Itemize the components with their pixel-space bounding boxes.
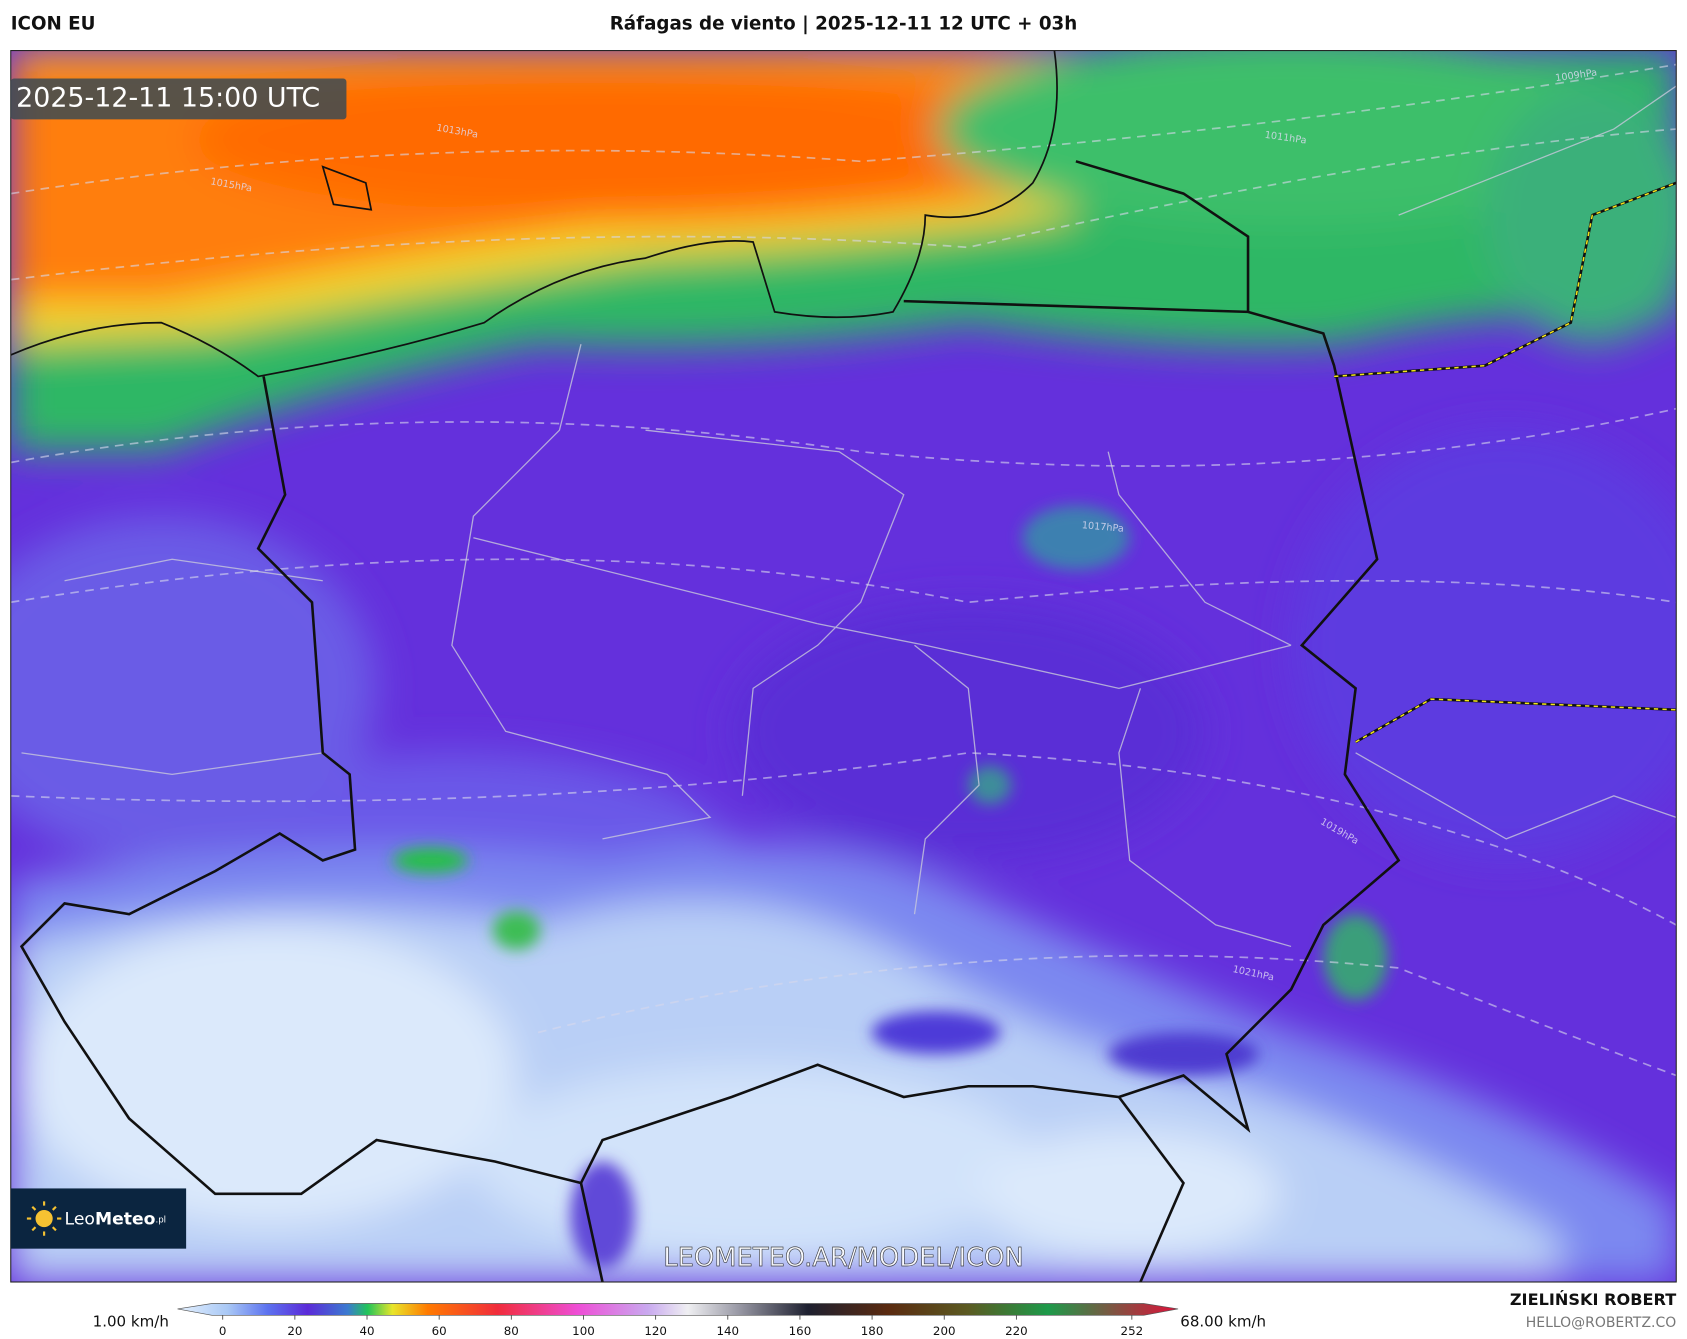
logo-text: LeoMeteo.pl	[65, 1210, 167, 1230]
map-title: Ráfagas de viento | 2025-12-11 12 UTC + …	[610, 14, 1078, 35]
colorbar-tick-label: 20	[287, 1324, 302, 1338]
isobars	[10, 63, 1677, 1077]
logo-sun	[26, 1201, 62, 1236]
colorbar-tick-label: 200	[933, 1324, 956, 1338]
colorbar-tick-label: 252	[1121, 1324, 1144, 1338]
colorbar-tick-label: 180	[861, 1324, 884, 1338]
model-name: ICON EU	[11, 14, 96, 35]
logo-suffix: .pl	[155, 1215, 166, 1225]
map: 1009hPa1011hPa1013hPa1015hPa1017hPa1019h…	[10, 50, 1677, 1282]
timestamp-box	[10, 78, 347, 120]
wind-spots	[392, 505, 1388, 1270]
map-frame	[10, 50, 1677, 1283]
colorbar-ticks: 0 20 40 60 80 100 120 140 160 180 200 220 252	[219, 1315, 1143, 1338]
colorbar-tick-label: 100	[572, 1324, 595, 1338]
author: ZIELIŃSKI ROBERT	[1510, 1290, 1676, 1309]
country-borders	[19, 160, 1677, 1282]
region-borders	[21, 85, 1677, 948]
colorbar-tick-label: 140	[716, 1324, 739, 1338]
colorbar-max: 68.00 km/h	[1180, 1312, 1266, 1330]
colorbar-tick-label: 220	[1005, 1324, 1028, 1338]
colorbar-tick-label: 120	[644, 1324, 667, 1338]
colorbar-tick-label: 60	[432, 1324, 447, 1338]
colorbar-min: 1.00 km/h	[93, 1312, 169, 1330]
isobar-label: 1017hPa	[1081, 520, 1124, 535]
logo-bold: Meteo	[95, 1210, 156, 1230]
timestamp: 2025-12-11 15:00 UTC	[16, 82, 320, 113]
logo-light: Leo	[65, 1210, 95, 1230]
colorbar-tick-label: 80	[504, 1324, 519, 1338]
colorbar-tick-label: 0	[219, 1324, 227, 1338]
wind-field	[10, 50, 1677, 1282]
email: HELLO@ROBERTZ.CO	[1526, 1315, 1676, 1331]
colorbar	[177, 1303, 1179, 1316]
colorbar-tick-label: 160	[789, 1324, 812, 1338]
coastline	[10, 50, 1058, 378]
watermark: LEOMETEO.AR/MODEL/ICON	[663, 1243, 1023, 1273]
colorbar-tick-label: 40	[359, 1324, 374, 1338]
